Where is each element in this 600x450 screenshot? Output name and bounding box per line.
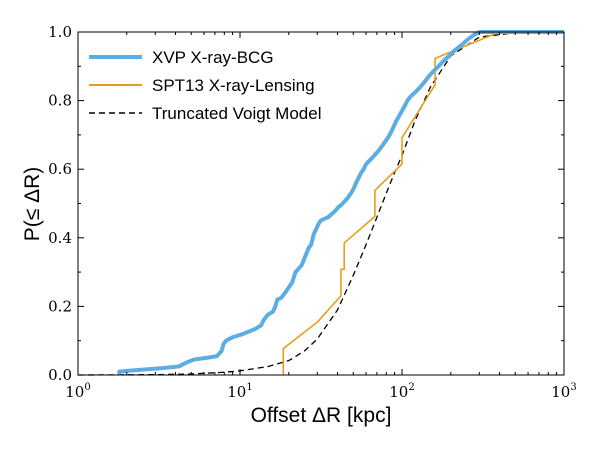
legend-label-spt13: SPT13 X-ray-Lensing [152, 76, 315, 95]
x-tick-exponent: 2 [408, 382, 414, 393]
y-tick-label: 0.8 [48, 92, 72, 110]
legend-label-xvp: XVP X-ray-BCG [152, 48, 274, 67]
x-tick-base: 10 [389, 383, 408, 401]
y-tick-label: 1.0 [48, 23, 72, 41]
legend: XVP X-ray-BCG SPT13 X-ray-Lensing Trunca… [89, 48, 321, 123]
x-axis-label: Offset ΔR [kpc] [251, 404, 392, 427]
x-tick-label: 103 [551, 382, 576, 401]
x-tick-exponent: 1 [246, 382, 252, 393]
legend-label-voigt: Truncated Voigt Model [152, 104, 321, 123]
y-tick-label: 0.4 [48, 229, 72, 247]
x-tick-exponent: 3 [570, 382, 576, 393]
series-layer [77, 30, 565, 376]
y-axis-label: P(≤ ΔR) [21, 167, 44, 242]
series-line-2 [77, 31, 565, 376]
y-tick-label: 0.2 [48, 297, 72, 315]
y-tick-label: 0.0 [48, 366, 72, 384]
plot-frame [77, 31, 565, 376]
x-tick-label: 102 [389, 382, 414, 401]
x-tick-label: 101 [227, 382, 252, 401]
ticks-layer [77, 31, 565, 376]
series-line-0 [117, 30, 564, 375]
x-tick-base: 10 [551, 383, 570, 401]
y-tick-label: 0.6 [48, 160, 72, 178]
x-tick-base: 10 [227, 383, 246, 401]
x-tick-exponent: 0 [84, 382, 90, 393]
x-tick-base: 10 [65, 383, 84, 401]
x-tick-label: 100 [65, 382, 90, 401]
